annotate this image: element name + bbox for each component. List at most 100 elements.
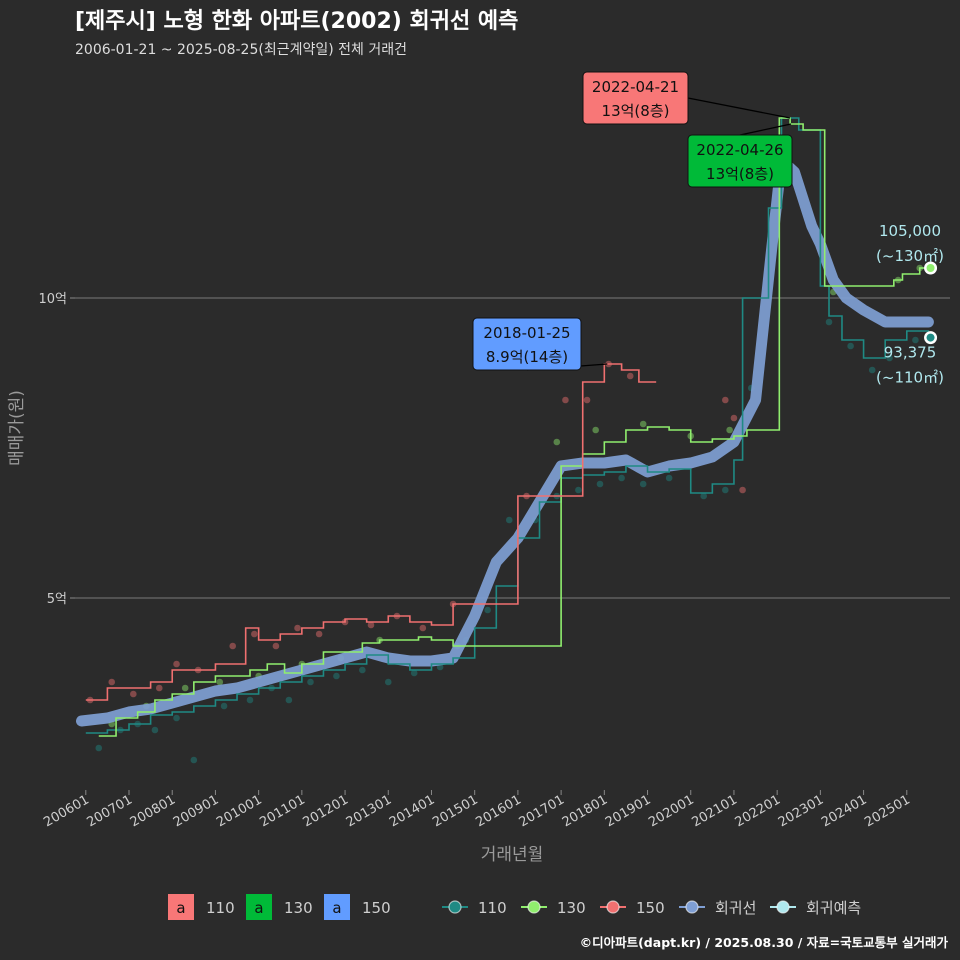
- legend-fill-box-130: [246, 894, 272, 920]
- y-tick-label: 10억: [38, 292, 67, 307]
- point-110: [151, 726, 159, 734]
- point-150: [739, 486, 746, 494]
- annotation-box-110: [582, 71, 689, 125]
- point-110: [700, 492, 708, 500]
- forecast-area-label: (~110㎡): [876, 369, 944, 387]
- point-110: [618, 474, 625, 482]
- point-110: [847, 342, 854, 350]
- point-150: [294, 624, 301, 632]
- point-110: [95, 744, 103, 752]
- point-110: [359, 666, 366, 674]
- point-110: [307, 678, 314, 686]
- x-tick-label: 202201: [733, 792, 783, 830]
- legend-fill-label: 150: [362, 899, 391, 917]
- legend-fill-box-110: [168, 894, 194, 920]
- chart-subtitle: 2006-01-21 ~ 2025-08-25(최근계약일) 전체 거래건: [75, 42, 407, 58]
- point-110: [410, 669, 418, 677]
- forecast-point-core-130: [926, 264, 935, 272]
- point-110: [173, 714, 180, 722]
- forecast-value-label: 93,375: [884, 344, 937, 362]
- x-tick-label: 201501: [430, 792, 480, 830]
- annotation-price: 8.9억(14층): [486, 348, 568, 366]
- x-tick-label: 202401: [819, 792, 869, 830]
- legend-marker-label: 110: [478, 899, 507, 917]
- x-tick-label: 201701: [517, 792, 567, 830]
- annotation-date: 2022-04-21: [592, 78, 679, 96]
- point-110: [886, 354, 893, 362]
- series-line-150: [85, 363, 657, 701]
- point-110: [190, 756, 198, 764]
- point-150: [583, 396, 591, 404]
- point-110: [384, 678, 392, 686]
- x-tick-label: 200701: [85, 792, 135, 830]
- point-150: [419, 624, 427, 632]
- legend-marker-label: 회귀선: [715, 899, 756, 917]
- x-tick-label: 201401: [387, 792, 437, 830]
- annotation-leader: [739, 123, 792, 136]
- legend-fill-box-150: [324, 894, 350, 920]
- regression-line: [75, 154, 934, 727]
- x-tick-label: 201801: [560, 792, 610, 830]
- point-130: [592, 426, 599, 434]
- x-tick-label: 202101: [689, 792, 739, 830]
- x-tick-label: 202501: [862, 792, 912, 830]
- point-110: [596, 480, 604, 488]
- point-130: [553, 438, 561, 446]
- footer-credit: ©디아파트(dapt.kr) / 2025.08.30 / 자료=국토교통부 실…: [580, 935, 949, 950]
- legend-marker-label: 150: [636, 899, 665, 917]
- point-150: [626, 372, 634, 380]
- x-tick-label: 201601: [473, 792, 523, 830]
- point-130: [726, 426, 733, 434]
- chart-title: [제주시] 노형 한화 아파트(2002) 회귀선 예측: [75, 9, 518, 34]
- x-tick-label: 201901: [603, 792, 653, 830]
- annotation-price: 13억(8층): [706, 165, 774, 183]
- point-150: [367, 621, 375, 629]
- annotation-box-150: [472, 317, 582, 371]
- x-axis-title: 거래년월: [481, 845, 544, 865]
- point-110: [333, 672, 340, 680]
- point-150: [562, 396, 569, 404]
- point-150: [108, 678, 116, 686]
- forecast-value-label: 105,000: [879, 222, 941, 240]
- annotation-box-130: [687, 134, 793, 188]
- point-150: [315, 630, 323, 638]
- x-tick-label: 201001: [214, 792, 264, 830]
- x-tick-label: 202001: [646, 792, 696, 830]
- annotation-price: 13억(8층): [602, 102, 670, 120]
- point-150: [272, 642, 280, 650]
- point-150: [130, 690, 137, 698]
- point-150: [229, 642, 237, 650]
- point-110: [868, 366, 876, 374]
- point-110: [639, 480, 647, 488]
- forecast-point-core-110: [926, 333, 935, 342]
- point-110: [912, 336, 919, 344]
- x-tick-label: 202301: [776, 792, 826, 830]
- point-130: [216, 678, 224, 686]
- legend-marker-회귀예측: [776, 900, 790, 914]
- y-axis-title: 매매가(원): [7, 390, 27, 466]
- legend-marker-130: [527, 900, 541, 914]
- legend-fill-label: 130: [284, 899, 313, 917]
- legend: a 110 a 130 a 150 110 130 150 회귀선 회귀예측: [168, 894, 861, 920]
- forecast-area-label: (~130㎡): [876, 247, 944, 265]
- x-tick-label: 200601: [41, 792, 91, 830]
- point-110: [825, 318, 833, 326]
- point-110: [665, 474, 673, 482]
- annotation-date: 2022-04-26: [696, 141, 783, 159]
- legend-fill-glyph: a: [332, 899, 341, 917]
- x-tick-label: 200801: [128, 792, 178, 830]
- point-150: [173, 660, 180, 668]
- point-150: [155, 684, 163, 692]
- legend-fill-glyph: a: [254, 899, 263, 917]
- legend-marker-150: [606, 900, 620, 914]
- x-tick-label: 200901: [171, 792, 221, 830]
- point-110: [505, 516, 513, 524]
- point-150: [722, 396, 729, 404]
- legend-marker-label: 회귀예측: [806, 899, 861, 917]
- annotation-date: 2018-01-25: [483, 324, 570, 342]
- point-110: [484, 606, 491, 614]
- plot-area: 5억 10억 20060120070120080120090120100120110…: [38, 71, 950, 830]
- point-110: [575, 486, 582, 494]
- legend-fill-label: 110: [206, 899, 235, 917]
